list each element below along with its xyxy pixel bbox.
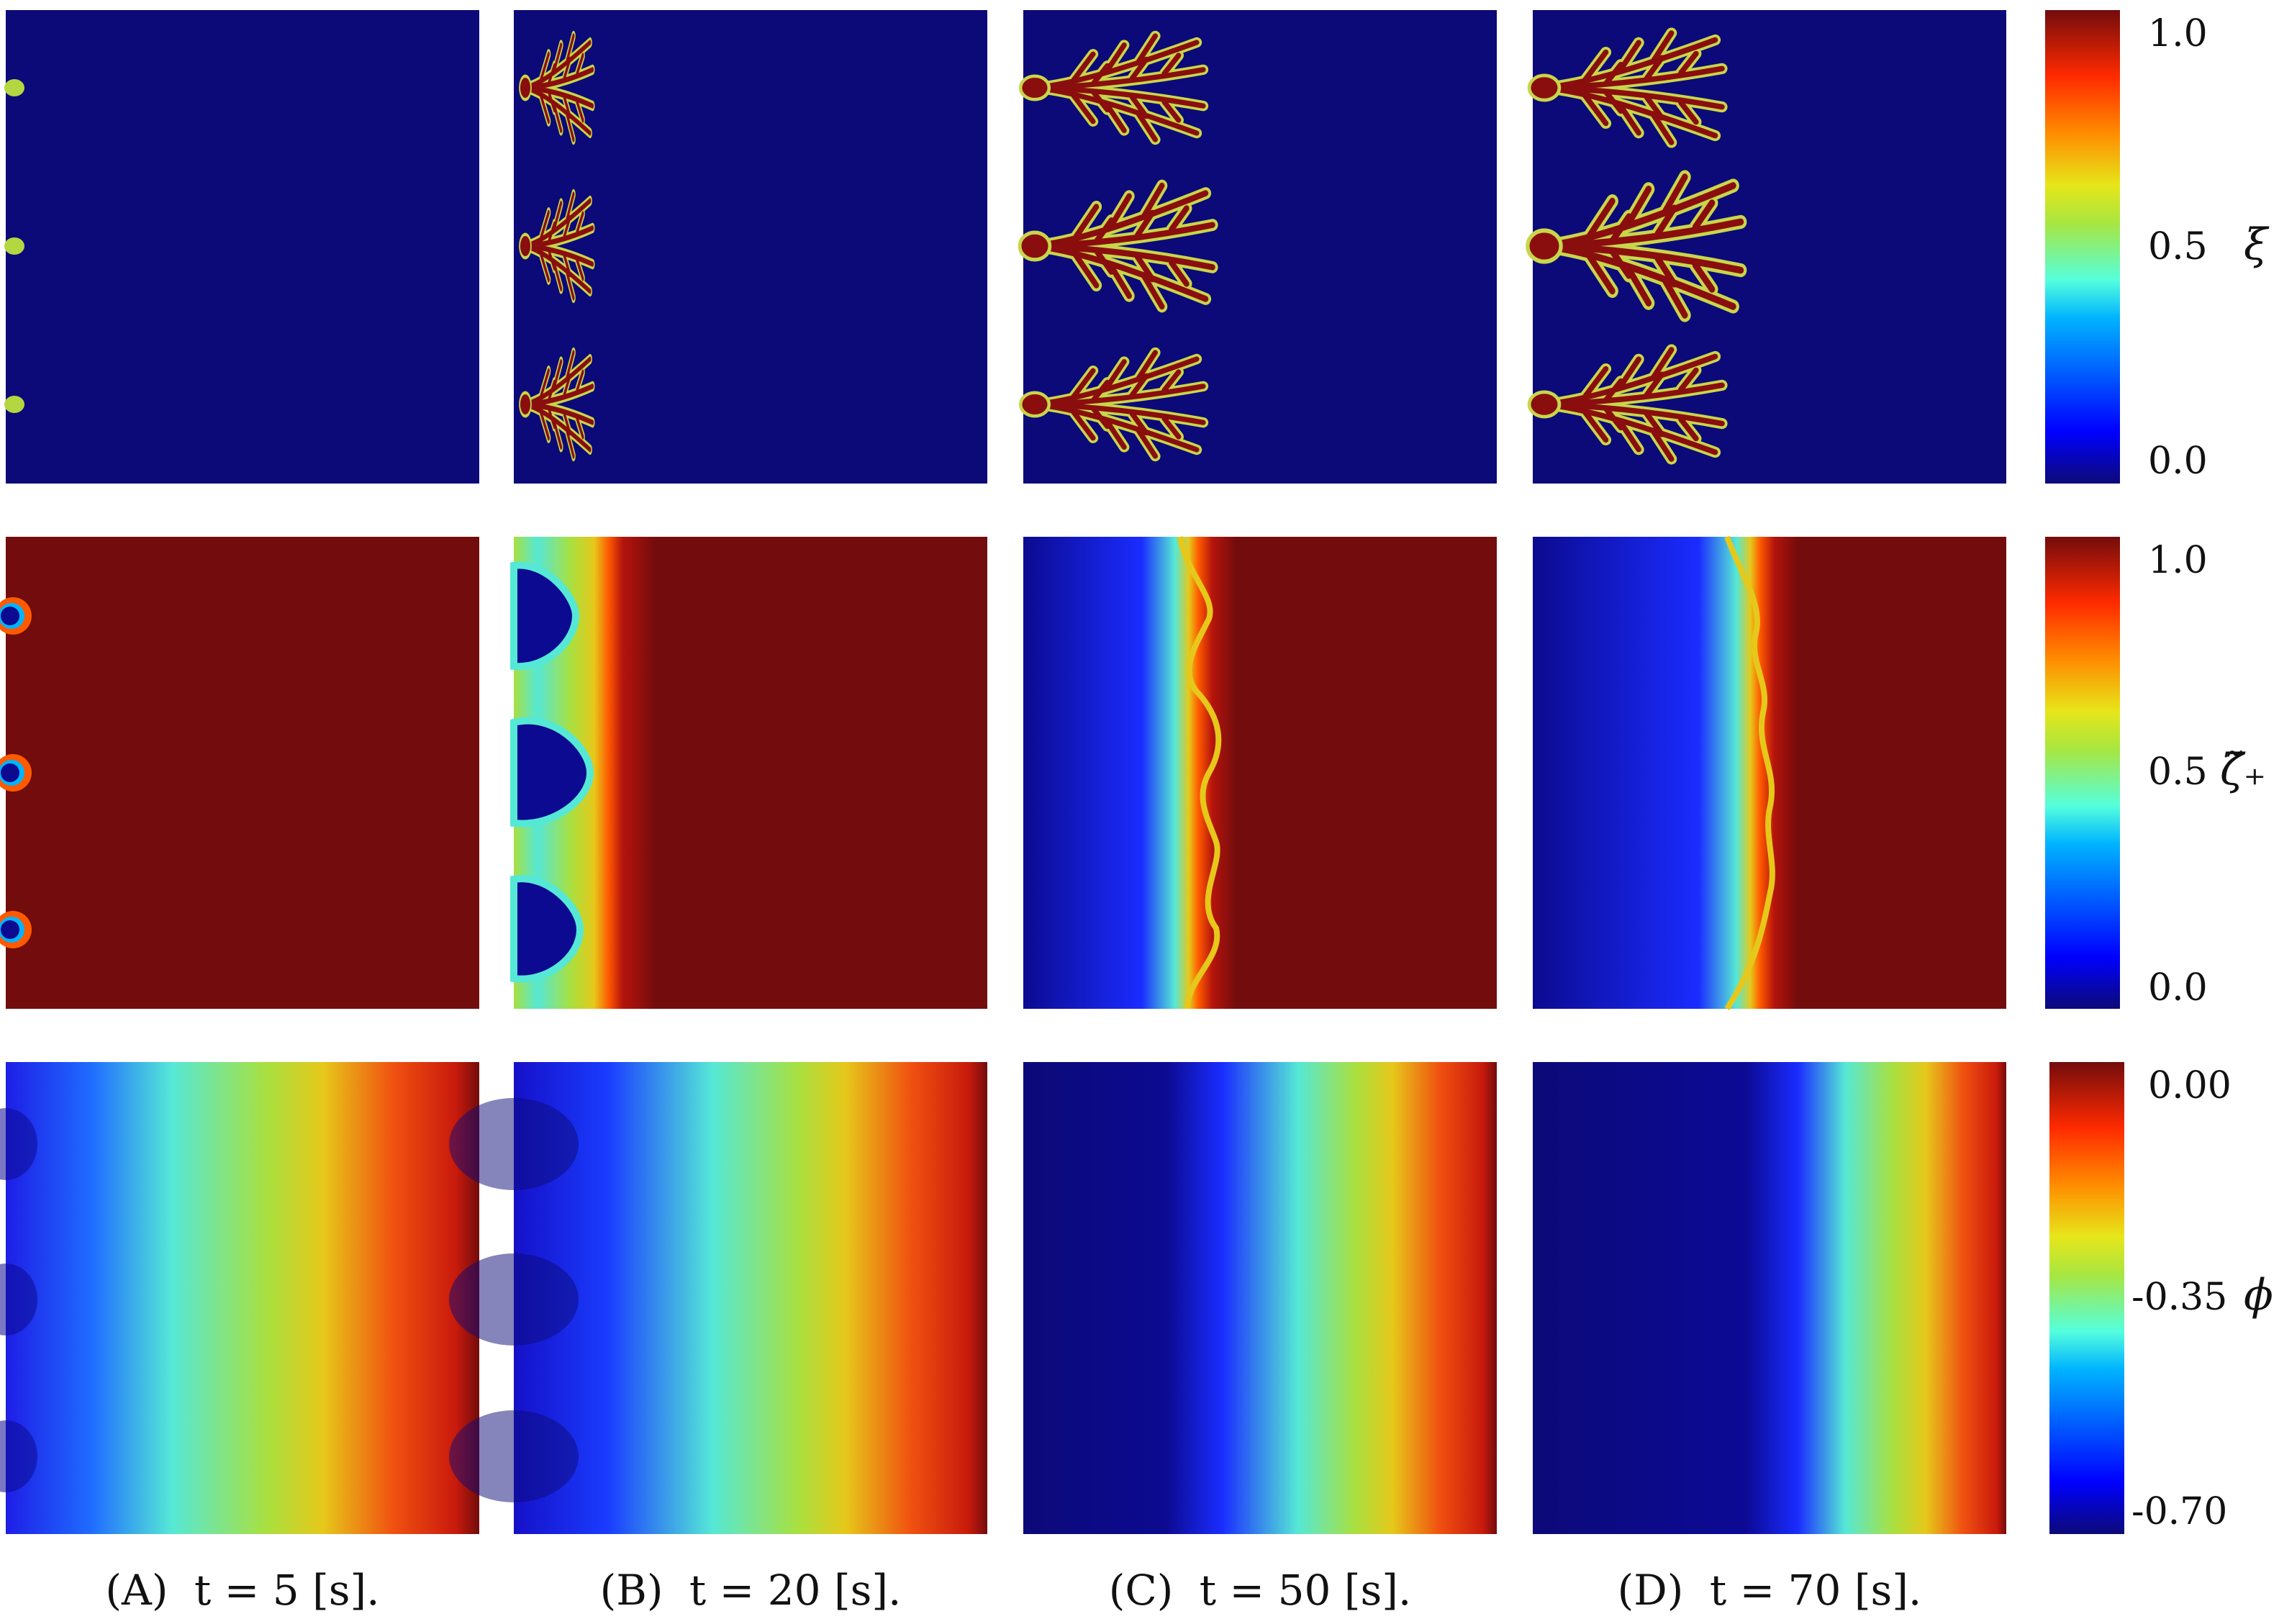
xi-tick-bottom: 0.0: [2148, 440, 2208, 483]
zeta-symbol: ζ̃₊: [2220, 745, 2266, 795]
zeta-panel-c: [1023, 537, 1497, 1009]
zeta-colorbar: 1.0 0.5 0.0 ζ̃₊: [2045, 537, 2266, 1010]
caption-b: (B) t = 20 [s].: [600, 1566, 902, 1615]
zeta-panel-a: [6, 537, 479, 1009]
xi-panel-b: [514, 10, 987, 484]
zeta-tick-top: 1.0: [2148, 539, 2208, 582]
caption-c-letter: (C): [1109, 1566, 1174, 1615]
caption-b-letter: (B): [600, 1566, 663, 1615]
phi-tick-top: 0.00: [2148, 1064, 2232, 1107]
front-c: [1177, 536, 1222, 1010]
phi-tick-mid: -0.35: [2131, 1276, 2227, 1319]
caption-a: (A) t = 5 [s].: [105, 1566, 379, 1615]
caption-a-letter: (A): [105, 1566, 168, 1615]
depletion-b: [510, 561, 594, 983]
captions: (A) t = 5 [s]. (B) t = 20 [s]. (C) t = 5…: [105, 1566, 1921, 1615]
phi-symbol: ϕ: [2244, 1270, 2273, 1320]
nucleus-a: [4, 79, 24, 413]
xi-tick-top: 1.0: [2148, 12, 2208, 55]
front-d: [1724, 535, 1775, 1011]
zeta-tick-mid: 0.5: [2148, 750, 2208, 794]
xi-tick-mid: 0.5: [2148, 225, 2208, 268]
xi-colorbar: 1.0 0.5 0.0 ξ: [2045, 10, 2270, 484]
caption-d: (D) t = 70 [s].: [1618, 1566, 1922, 1615]
dark-lobes-b: [449, 1098, 579, 1502]
phi-panel-a: [6, 1062, 479, 1534]
caption-c: (C) t = 50 [s].: [1109, 1566, 1412, 1615]
caption-d-time: t = 70 [s].: [1710, 1566, 1921, 1615]
phi-panel-b: [514, 1062, 987, 1534]
phi-tick-bottom: -0.70: [2131, 1490, 2227, 1533]
phi-panel-d: [1533, 1062, 2006, 1534]
dark-lobes-a: [0, 1108, 37, 1492]
caption-a-time: t = 5 [s].: [194, 1566, 380, 1615]
phi-panel-c: [1023, 1062, 1497, 1534]
caption-c-time: t = 50 [s].: [1200, 1566, 1411, 1615]
caption-b-time: t = 20 [s].: [689, 1566, 901, 1615]
depletion-a: [0, 597, 32, 948]
zeta-row: 1.0 0.5 0.0 ζ̃₊: [0, 535, 2266, 1011]
xi-symbol: ξ: [2244, 219, 2270, 270]
xi-panel-a: [6, 10, 479, 484]
caption-d-letter: (D): [1618, 1566, 1684, 1615]
zeta-tick-bottom: 0.0: [2148, 966, 2208, 1010]
xi-row: 1.0 0.5 0.0 ξ: [4, 10, 2270, 484]
phi-row: 0.00 -0.35 -0.70 ϕ: [0, 1062, 2273, 1534]
phi-colorbar: 0.00 -0.35 -0.70 ϕ: [2049, 1062, 2273, 1534]
